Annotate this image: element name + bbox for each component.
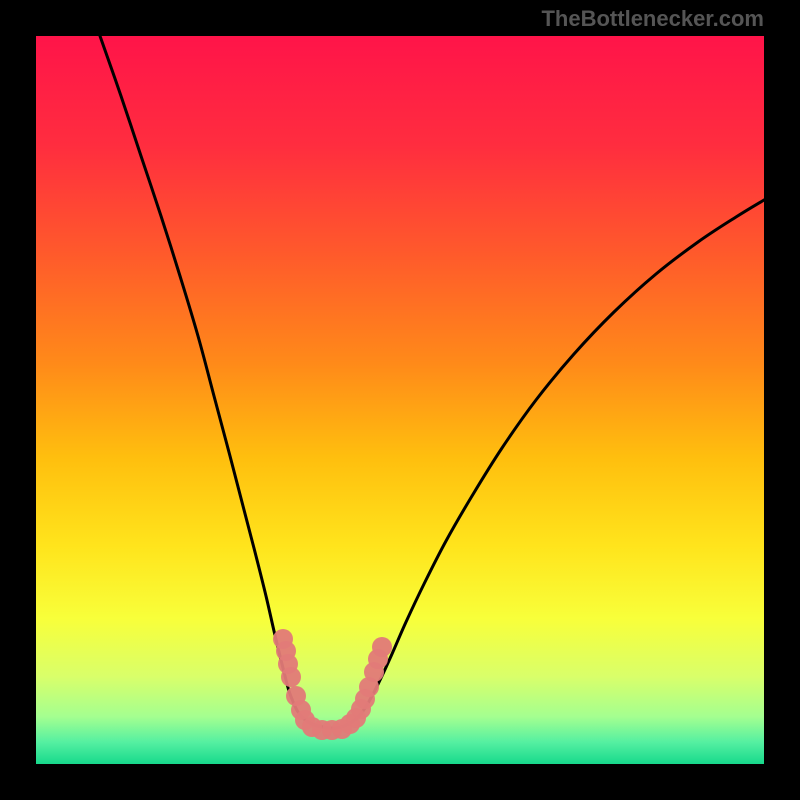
chart-container: TheBottlenecker.com (0, 0, 800, 800)
watermark-text: TheBottlenecker.com (541, 6, 764, 32)
plot-area (36, 36, 764, 764)
